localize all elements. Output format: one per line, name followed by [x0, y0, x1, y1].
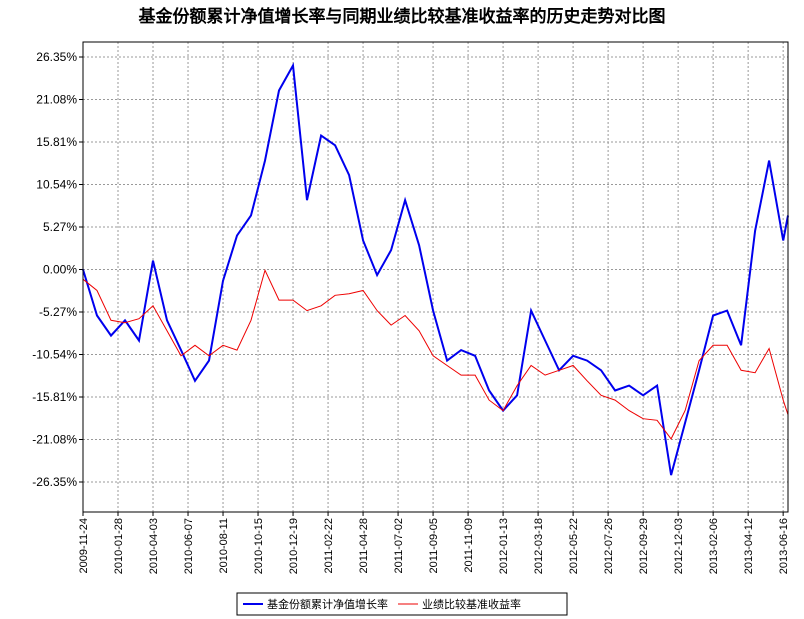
x-tick-label: 2012-03-18 [533, 518, 545, 574]
y-tick-label: -15.81% [32, 390, 77, 404]
x-tick-label: 2012-05-22 [568, 518, 580, 574]
x-tick-label: 2011-07-02 [393, 518, 405, 573]
x-tick-label: 2011-11-09 [463, 518, 475, 573]
x-tick-label: 2010-01-28 [113, 518, 125, 574]
y-tick-label: 15.81% [36, 135, 77, 149]
x-tick-label: 2013-04-12 [743, 518, 755, 574]
y-tick-label: -5.27% [39, 305, 77, 319]
chart-title: 基金份额累计净值增长率与同期业绩比较基准收益率的历史走势对比图 [138, 6, 666, 27]
x-tick-label: 2010-06-07 [183, 518, 195, 574]
x-tick-label: 2013-02-06 [708, 518, 720, 574]
series-line [82, 62, 789, 476]
y-tick-label: -10.54% [32, 348, 77, 362]
x-tick-label: 2012-09-29 [638, 518, 650, 574]
x-tick-label: 2011-09-05 [428, 518, 440, 573]
x-tick-label: 2012-07-26 [603, 518, 615, 574]
y-tick-label: 5.27% [43, 220, 77, 234]
y-tick-label: -21.08% [32, 433, 77, 447]
y-tick-label: 21.08% [36, 93, 77, 107]
plot-area [82, 41, 789, 513]
x-tick-label: 2011-02-22 [323, 518, 335, 573]
x-tick-label: 2010-08-11 [218, 518, 230, 573]
x-tick-label: 2013-06-16 [778, 518, 790, 574]
y-tick-label: 0.00% [43, 263, 77, 277]
x-tick-label: 2012-01-13 [498, 518, 510, 574]
x-tick-label: 2011-04-28 [358, 518, 370, 573]
legend-label: 业绩比较基准收益率 [422, 597, 521, 611]
legend-label: 基金份额累计净值增长率 [267, 597, 388, 611]
y-tick-label: 26.35% [36, 50, 77, 64]
series-line [82, 268, 789, 440]
y-tick-label: 10.54% [36, 178, 77, 192]
x-tick-label: 2010-12-19 [288, 518, 300, 574]
x-tick-label: 2010-10-15 [253, 518, 265, 574]
x-tick-label: 2009-11-24 [78, 518, 90, 573]
plot-border [82, 41, 789, 513]
x-tick-label: 2010-04-03 [148, 518, 160, 574]
y-tick-label: -26.35% [32, 475, 77, 489]
x-tick-label: 2012-12-03 [673, 518, 685, 574]
